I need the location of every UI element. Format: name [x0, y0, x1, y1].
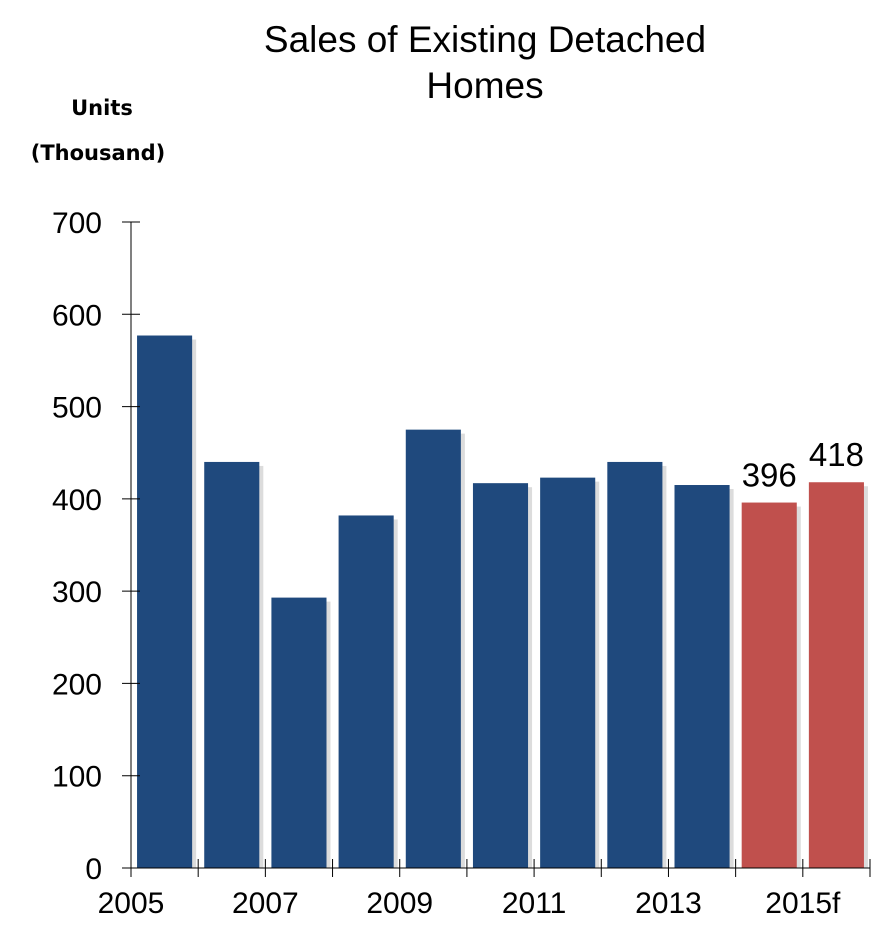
y-axis-label-line-1: Units: [71, 96, 133, 120]
x-tick-label-2009: 2009: [366, 887, 433, 920]
bar-2006: [204, 461, 260, 868]
y-tick-label-600: 600: [52, 299, 102, 332]
bar-2011: [540, 477, 596, 868]
axes-layer: [122, 221, 871, 877]
bar-2013: [674, 485, 730, 868]
y-tick-label-0: 0: [85, 853, 102, 886]
x-tick-label-2005: 2005: [98, 887, 165, 920]
bar-2008: [338, 515, 394, 868]
data-label-2014: 396: [742, 457, 797, 494]
x-tick-label-2011: 2011: [502, 887, 567, 920]
labels-layer: 396 418 0 100 200 300 400 500 600 700 2005 2007 2009…: [52, 207, 864, 920]
bars-layer: [137, 335, 868, 868]
chart-title-line-2: Homes: [426, 65, 543, 106]
y-tick-label-200: 200: [52, 668, 102, 701]
y-axis-label-line-2: (Thousand): [31, 141, 166, 165]
y-tick-label-700: 700: [52, 207, 102, 240]
y-tick-label-400: 400: [52, 484, 102, 517]
bar-2007: [271, 597, 327, 868]
data-label-2015f: 418: [809, 436, 864, 473]
bar-2012: [607, 461, 663, 868]
y-tick-label-500: 500: [52, 392, 102, 425]
chart-title-line-1: Sales of Existing Detached: [264, 19, 706, 60]
y-tick-label-100: 100: [52, 761, 102, 794]
x-tick-label-2007: 2007: [232, 887, 299, 920]
bar-2009: [405, 429, 461, 868]
bar-2015f: [808, 482, 864, 868]
y-tick-label-300: 300: [52, 576, 102, 609]
bar-2005: [137, 335, 193, 868]
bar-2014: [741, 502, 797, 868]
x-tick-label-2015f: 2015f: [765, 887, 841, 920]
bar-2010: [472, 483, 529, 868]
x-tick-label-2013: 2013: [635, 887, 702, 920]
